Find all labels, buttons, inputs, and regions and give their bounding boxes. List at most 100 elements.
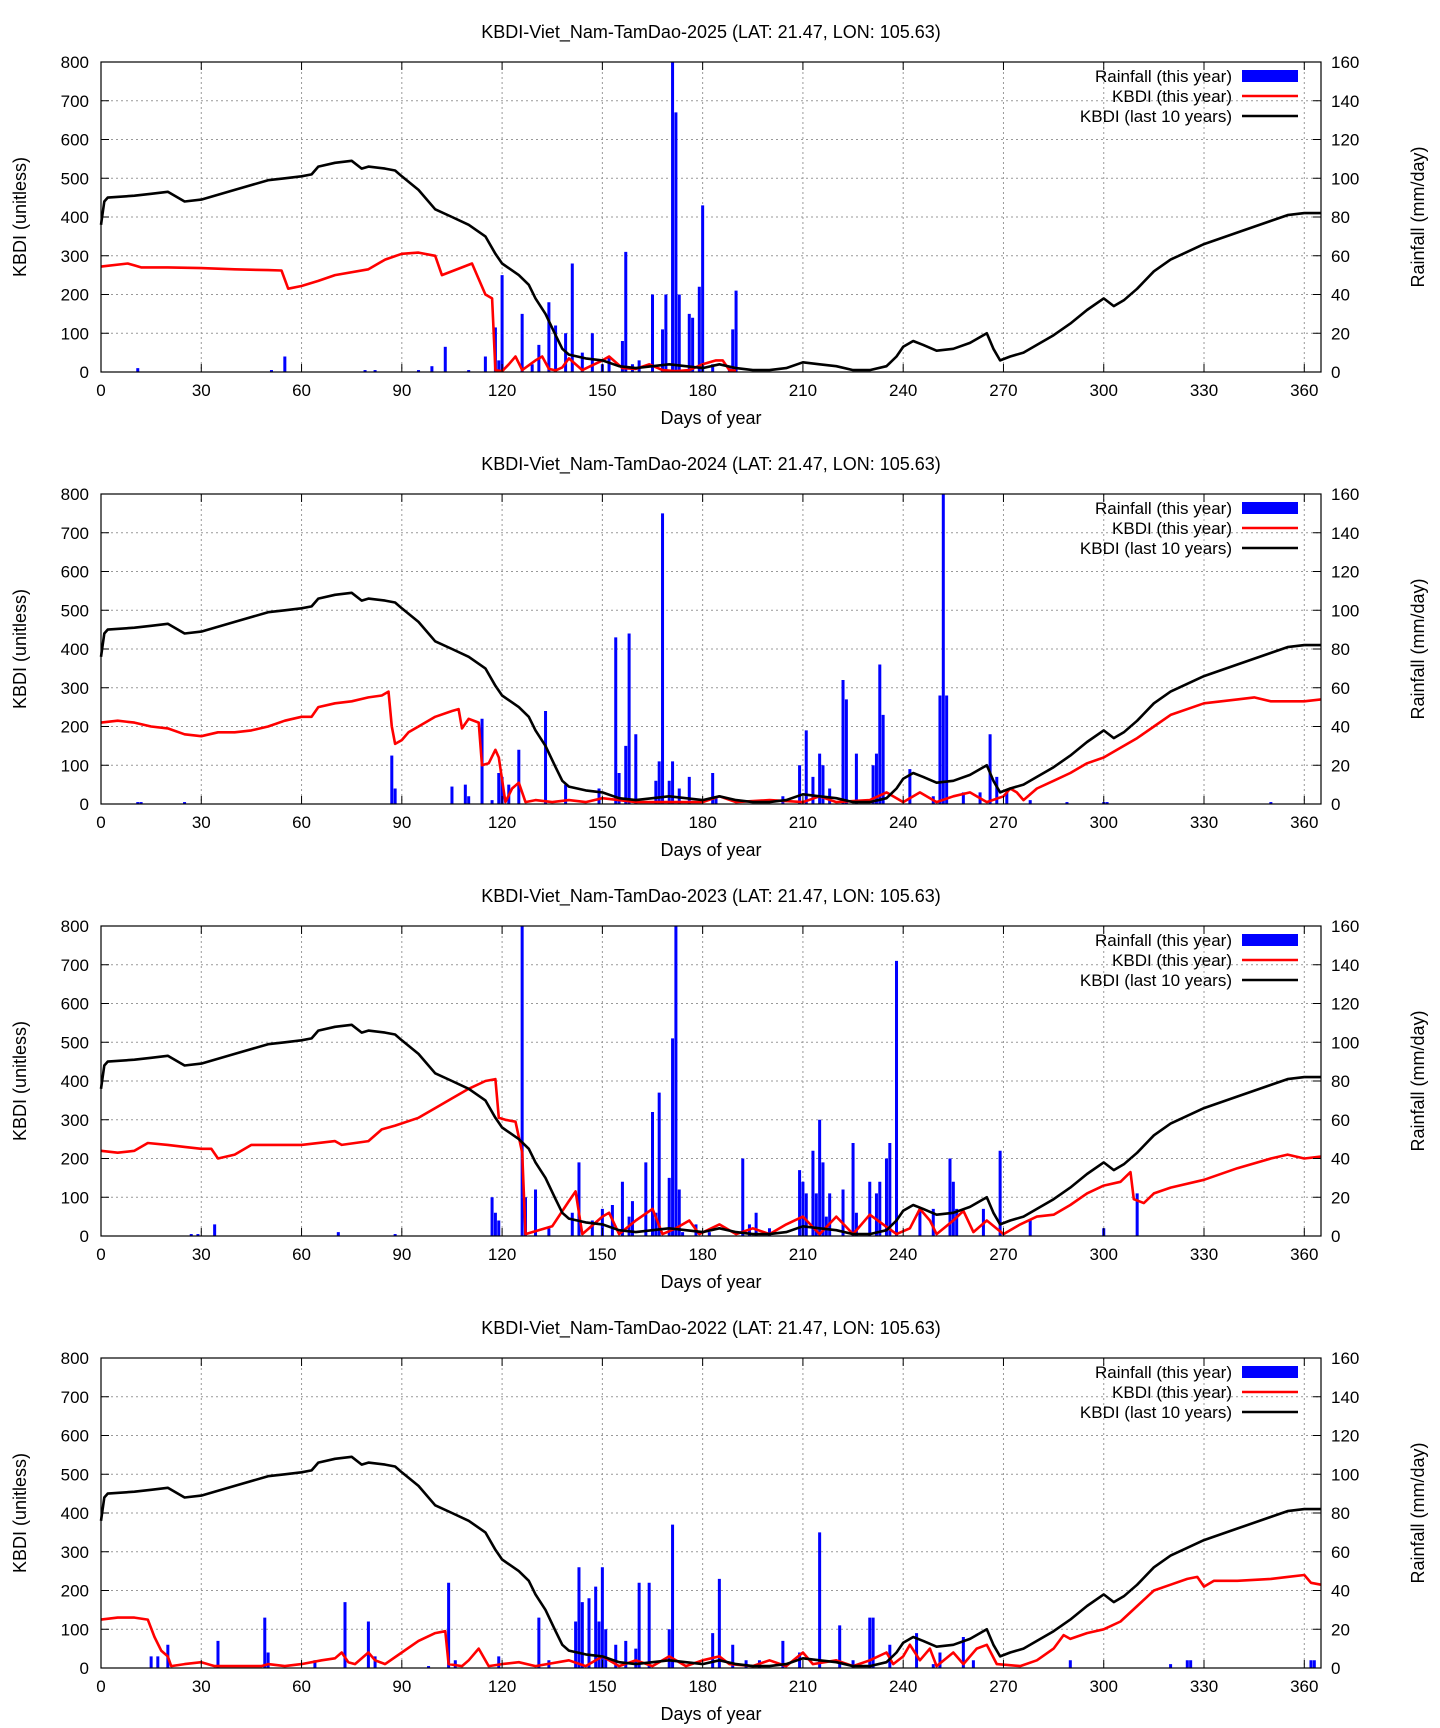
x-tick-label: 180 [688,1245,716,1264]
rainfall-bar [671,1038,675,1236]
x-tick-label: 150 [588,1677,616,1696]
rainfall-bar [798,765,802,804]
rainfall-bar [490,1197,494,1236]
x-tick-label: 0 [96,1677,105,1696]
rainfall-bar [961,792,965,804]
x-tick-label: 360 [1290,813,1318,832]
y-tick-label-left: 400 [61,640,89,659]
rainfall-bar [851,1660,855,1668]
rainfall-bar [577,1162,581,1236]
rainfall-bar [955,1208,959,1236]
x-tick-label: 330 [1190,1677,1218,1696]
rainfall-bar [868,1617,872,1668]
rainfall-bar [781,1640,785,1668]
legend-swatch-rain [1242,934,1298,946]
y-tick-label-right: 0 [1331,1659,1340,1678]
rainfall-bar [671,62,675,372]
rainfall-bar [687,313,691,372]
x-tick-label: 30 [192,381,211,400]
rainfall-bar [430,366,434,372]
rainfall-bar [617,773,621,804]
x-tick-label: 120 [488,1677,516,1696]
rainfall-bar [500,275,504,372]
rainfall-bar [938,1652,942,1668]
rainfall-bar [493,1212,497,1236]
rainfall-bar [283,356,287,372]
rainfall-bar [767,1228,771,1236]
rainfall-bar [467,370,471,372]
rainfall-bar [854,753,858,804]
rainfall-bar [447,1582,451,1668]
rainfall-bar [544,711,548,804]
rainfall-bar [554,325,558,372]
x-tick-label: 0 [96,381,105,400]
rainfall-bar [838,1625,842,1668]
y-tick-label-left: 200 [61,1582,89,1601]
x-tick-label: 210 [789,813,817,832]
y-tick-label-right: 100 [1331,1465,1359,1484]
rainfall-bar [597,788,601,804]
rainfall-bar [681,1232,685,1236]
rainfall-bar [908,769,912,804]
rainfall-bar [483,356,487,372]
x-tick-label: 240 [889,813,917,832]
legend-label-kbdi_last10: KBDI (last 10 years) [1080,539,1232,558]
rainfall-bar [139,802,143,804]
kbdi-last-10-years-line [99,1023,1321,1236]
y-tick-label-left: 600 [61,1427,89,1446]
rainfall-bar [881,714,885,804]
rainfall-bar [183,802,187,804]
rainfall-bar [814,1193,818,1236]
rainfall-bar [450,786,454,804]
y-tick-label-left: 700 [61,92,89,111]
x-tick-label: 60 [292,813,311,832]
rainfall-bar [895,960,899,1236]
x-tick-label: 120 [488,381,516,400]
legend: Rainfall (this year)KBDI (this year)KBDI… [1080,499,1298,558]
rainfall-bar [266,1652,270,1668]
rainfall-bar [931,1208,935,1236]
rainfall-bar [674,112,678,372]
rainfall-bar [537,1617,541,1668]
x-tick-label: 90 [392,1677,411,1696]
x-tick-label: 300 [1090,1245,1118,1264]
y-tick-label-left: 0 [80,1659,89,1678]
rainfall-bar [530,364,534,372]
rainfall-bar [196,1234,200,1236]
rainfall-bar [871,1617,875,1668]
y-tick-label-right: 80 [1331,1504,1350,1523]
y-tick-label-right: 0 [1331,1227,1340,1246]
x-tick-label: 90 [392,813,411,832]
rainfall-bar [677,294,681,372]
rainfall-bar [520,313,524,372]
kbdi-this-year-line [100,1573,1322,1668]
rainfall-bar [570,263,574,372]
legend-label-kbdi_this: KBDI (this year) [1112,1383,1232,1402]
rainfall-bar [988,734,992,804]
rainfall-bar [269,370,273,372]
rainfall-bar [878,1181,882,1236]
rainfall-bar [373,1656,377,1668]
y-tick-label-left: 100 [61,1188,89,1207]
x-tick-label: 330 [1190,1245,1218,1264]
rainfall-bar [156,1656,160,1668]
y-tick-label-right: 40 [1331,718,1350,737]
rainfall-bar [818,1119,822,1236]
rainfall-bar [637,360,641,372]
rainfall-bar [671,761,675,804]
x-tick-label: 60 [292,381,311,400]
rainfall-bar [818,1532,822,1668]
x-tick-label: 30 [192,1677,211,1696]
y-tick-label-left: 700 [61,956,89,975]
rainfall-bar [691,317,695,372]
rainfall-bar [627,633,631,804]
y-tick-label-left: 600 [61,563,89,582]
rainfall-bar [1028,1220,1032,1236]
rainfall-bar [1105,802,1109,804]
rainfall-bar [661,329,665,372]
rainfall-bar [1169,1664,1173,1668]
y-tick-label-left: 200 [61,1150,89,1169]
y-axis-label-left: KBDI (unitless) [10,1453,30,1573]
y-tick-label-right: 0 [1331,795,1340,814]
rainfall-bar [741,1158,745,1236]
